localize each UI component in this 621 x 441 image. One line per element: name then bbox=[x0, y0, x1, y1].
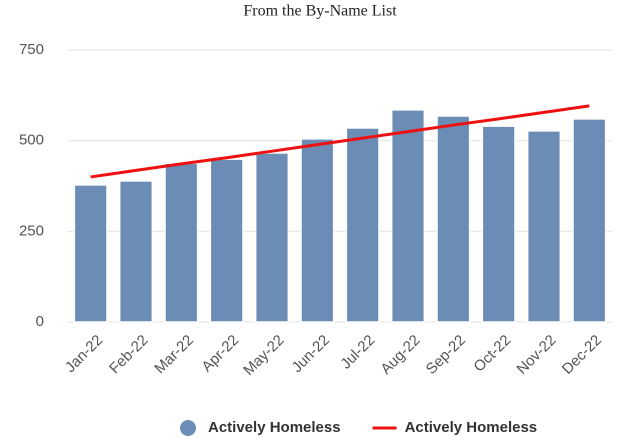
legend-label: Actively Homeless bbox=[405, 419, 538, 436]
x-tick-label: Jan-22 bbox=[62, 332, 106, 376]
x-tick-label: Dec-22 bbox=[559, 332, 605, 378]
bar bbox=[390, 109, 426, 323]
x-tick-label: Nov-22 bbox=[513, 332, 559, 378]
x-tick-label: Feb-22 bbox=[106, 332, 152, 378]
x-tick-label: Oct-22 bbox=[470, 332, 514, 376]
y-tick-label: 0 bbox=[36, 313, 44, 330]
y-tick-label: 250 bbox=[19, 222, 44, 239]
x-tick-label: Mar-22 bbox=[151, 332, 197, 378]
bar bbox=[164, 162, 199, 323]
bar bbox=[572, 118, 607, 323]
y-tick-label: 750 bbox=[19, 41, 44, 58]
x-tick-label: Apr-22 bbox=[198, 332, 242, 376]
bar bbox=[300, 138, 335, 323]
bar bbox=[118, 180, 154, 323]
trend-line bbox=[90, 104, 590, 179]
bar bbox=[436, 115, 471, 323]
x-tick-label: Aug-22 bbox=[377, 332, 423, 378]
bar bbox=[254, 152, 290, 323]
x-tick-label: May-22 bbox=[240, 332, 287, 379]
x-tick-label: Jun-22 bbox=[289, 332, 333, 376]
y-tick-label: 500 bbox=[19, 132, 44, 149]
bar bbox=[481, 125, 516, 323]
chart-title: From the By-Name List bbox=[243, 3, 397, 20]
bar bbox=[209, 158, 244, 323]
x-tick-label: Jul-22 bbox=[337, 332, 378, 373]
bar bbox=[526, 130, 562, 323]
x-tick-label: Sep-22 bbox=[423, 332, 469, 378]
bar bbox=[345, 127, 380, 323]
bar bbox=[73, 184, 108, 323]
legend-label: Actively Homeless bbox=[208, 419, 341, 436]
legend-marker bbox=[180, 420, 196, 436]
